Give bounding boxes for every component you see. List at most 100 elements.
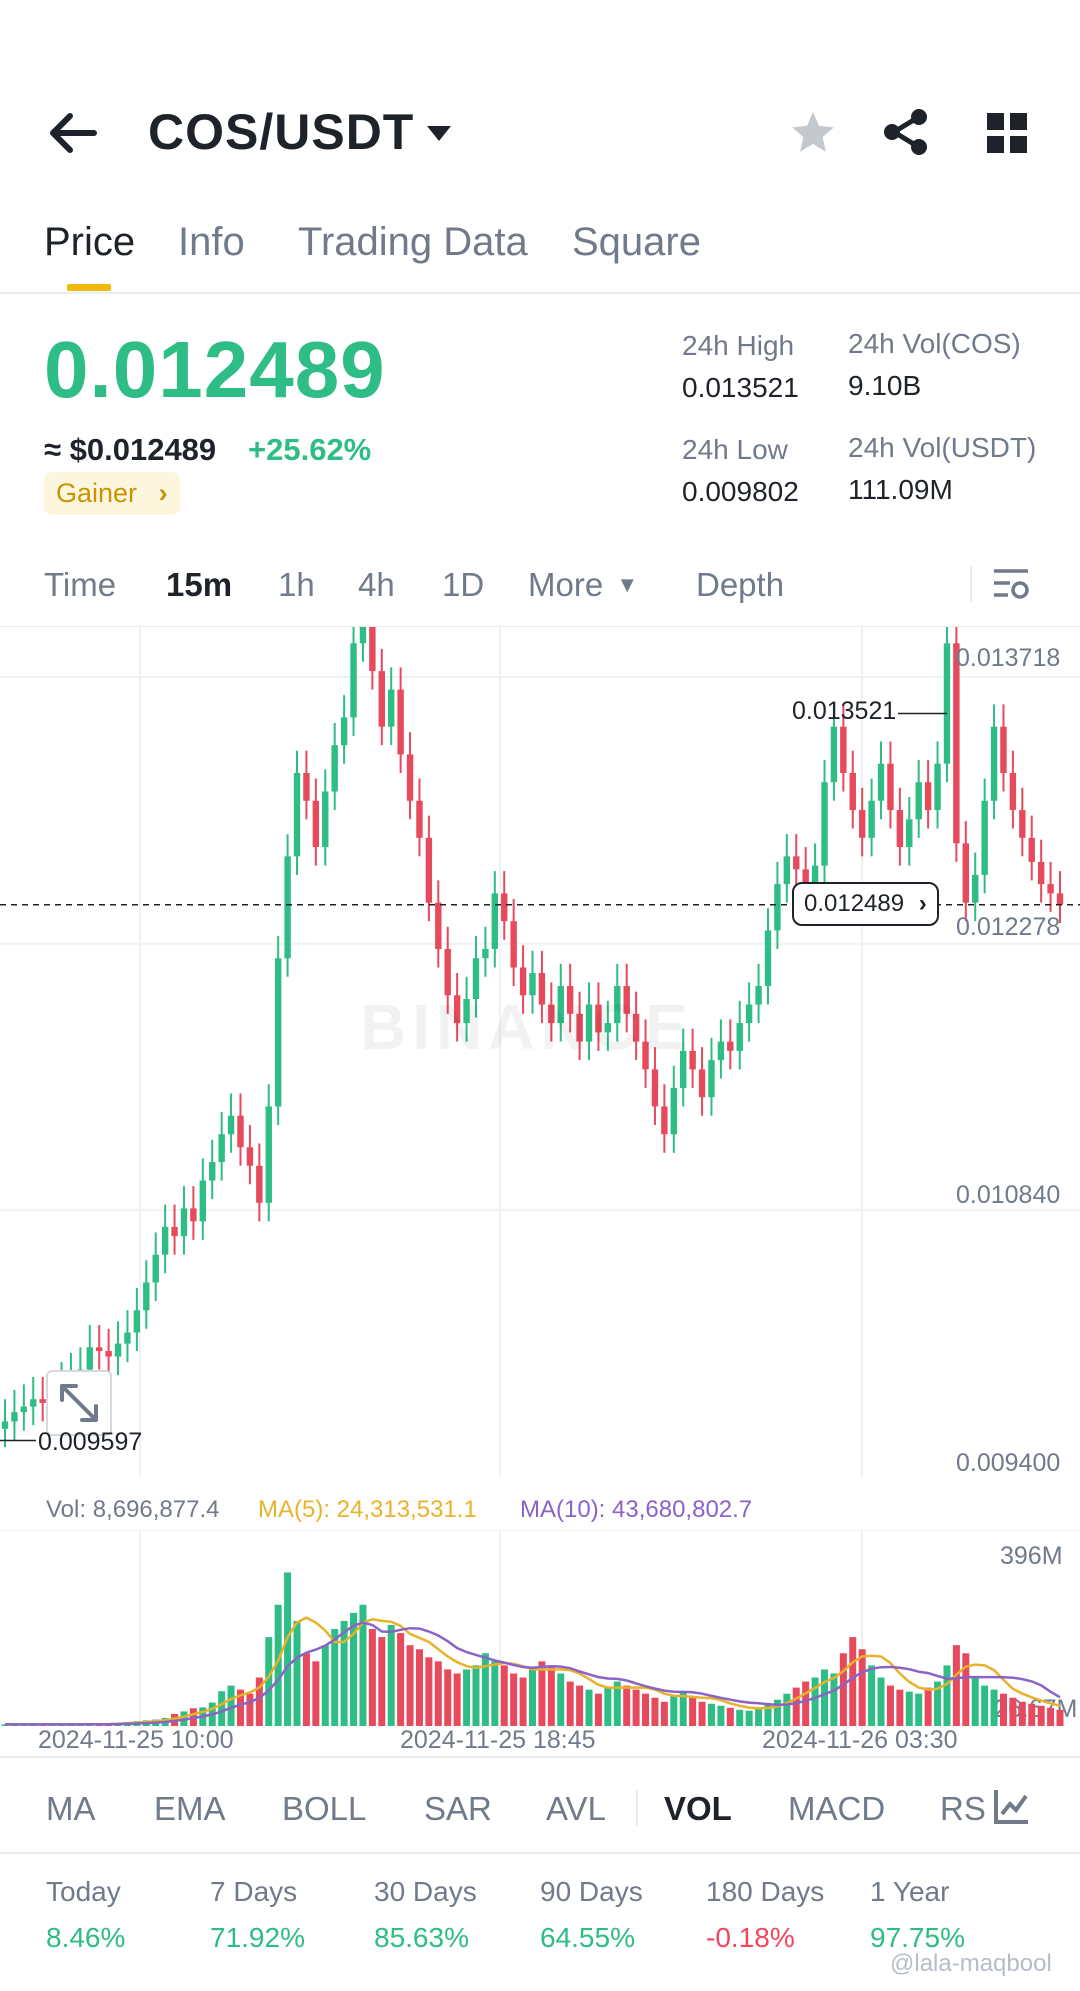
volume-bar [839,1653,847,1726]
candle-body [604,1023,612,1033]
volume-bar [726,1707,734,1726]
volume-bar [745,1710,753,1726]
volume-bar [660,1701,668,1726]
candle-body [623,986,630,1014]
volume-bar [689,1697,697,1726]
tab-info[interactable]: Info [178,220,245,264]
tf-15m[interactable]: 15m [166,566,233,603]
stat-vol-usdt-value: 111.09M [848,474,953,505]
volume-bar [915,1693,923,1726]
volume-bar [406,1645,414,1726]
tf-1h[interactable]: 1h [278,566,315,603]
candle-body [124,1332,131,1344]
candle-body [585,1004,593,1042]
candle-body [830,726,838,783]
volume-bar [510,1673,518,1726]
volume-bar [472,1665,480,1726]
volume-bar [952,1645,960,1726]
chevron-right-icon: › [158,478,168,508]
candle-body [755,986,762,1005]
stat-low-label: 24h Low [682,434,788,465]
volume-bar [698,1701,706,1726]
candle-body [632,1013,640,1042]
volume-bar [538,1661,546,1726]
stat-vol-usdt-label: 24h Vol(USDT) [848,432,1037,463]
candle-body [209,1162,216,1181]
tf-time[interactable]: Time [44,566,117,603]
volume-bar [821,1669,829,1726]
last-price: 0.012489 [44,325,386,414]
indicator-ma[interactable]: MA [46,1790,96,1827]
expand-button[interactable] [46,1370,112,1436]
volume-bar [943,1665,951,1726]
indicator-vol[interactable]: VOL [664,1790,732,1827]
candle-body [953,643,960,844]
candle-body [924,782,932,811]
pair-title[interactable]: COS/USDT [148,104,415,160]
arrow-left-icon [50,113,97,153]
volume-bar [246,1693,254,1726]
indicator-macd[interactable]: MACD [788,1790,886,1827]
ma10-line [5,1621,1061,1726]
candle-body [491,893,499,949]
tf-1d[interactable]: 1D [442,566,485,603]
indicator-boll[interactable]: BOLL [282,1790,367,1827]
volume-bar [491,1661,499,1726]
vol-axis-label-top: 396M [1000,1542,1063,1570]
candle-body [1056,893,1064,905]
candle-body [595,1004,602,1033]
volume-bar [1009,1697,1017,1726]
tf-4h[interactable]: 4h [358,566,395,603]
time-label-3: 2024-11-26 03:30 [762,1726,958,1754]
vol-legend-ma10: MA(10): 43,680,802.7 [520,1496,753,1523]
volume-bar [368,1629,376,1726]
candle-body [1019,810,1026,838]
tab-square[interactable]: Square [572,220,701,264]
volume-bar [962,1653,970,1726]
candle-body [736,1023,743,1051]
indicator-rs[interactable]: RS [940,1790,986,1827]
volume-bar [594,1693,602,1726]
candle-body [180,1208,188,1237]
indicator-ema[interactable]: EMA [154,1790,226,1827]
candle-body [406,754,414,801]
current-price-value: 0.012489 [804,890,905,917]
tabs-divider [0,292,1080,294]
candle-body [717,1041,725,1061]
candle-body [397,689,404,755]
caret-down-icon[interactable] [424,122,454,144]
volume-bar [397,1633,405,1726]
volume-bar [284,1572,292,1726]
gainer-badge[interactable]: Gainer › [44,472,180,515]
candle-body [614,986,621,1024]
volume-bar [604,1687,612,1726]
volume-bar [830,1673,838,1726]
candle-body [896,810,904,848]
candle-body [350,643,357,718]
stat-vol-cos-value: 9.10B [848,370,922,401]
chart-settings-icon[interactable] [992,566,1030,604]
volume-bar [886,1685,894,1726]
candle-body [887,763,894,811]
star-icon[interactable] [788,108,838,158]
volume-chart[interactable] [0,1530,1080,1730]
volume-bar [642,1693,650,1726]
grid-icon[interactable] [986,112,1028,154]
candle-body [20,1406,28,1413]
indicator-avl[interactable]: AVL [546,1790,606,1827]
candle-body [218,1134,225,1163]
tf-depth[interactable]: Depth [696,566,785,603]
indicator-sar[interactable]: SAR [424,1790,492,1827]
volume-bar [274,1604,282,1726]
candle-body [689,1050,696,1070]
tab-trading-data[interactable]: Trading Data [298,220,528,264]
tf-more[interactable]: More ▼ [528,566,638,604]
indicator-chart-icon[interactable] [992,1786,1032,1826]
volume-bar [453,1673,461,1726]
back-button[interactable] [44,105,104,165]
candle-body [840,726,847,773]
tab-price[interactable]: Price [44,220,136,264]
indicator-top-divider [0,1756,1080,1758]
current-price-tag[interactable]: 0.012489 › [792,882,939,926]
share-icon[interactable] [880,106,932,158]
